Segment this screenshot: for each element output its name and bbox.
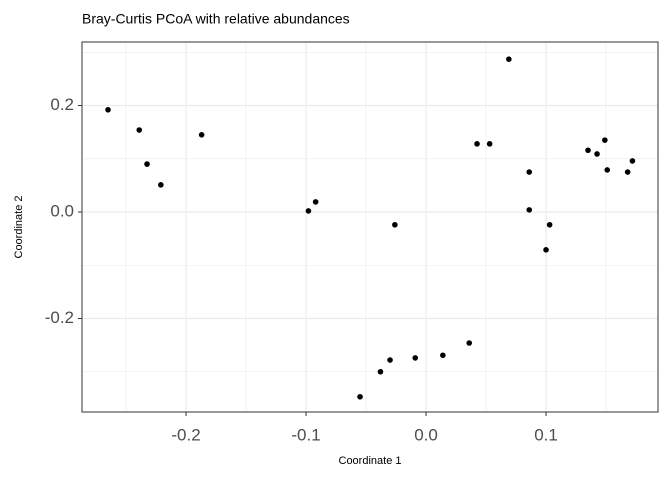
point bbox=[624, 169, 631, 175]
point bbox=[357, 393, 363, 400]
point bbox=[440, 352, 446, 359]
point bbox=[474, 141, 480, 147]
point bbox=[602, 137, 608, 143]
point bbox=[543, 247, 549, 253]
point bbox=[392, 221, 398, 228]
point bbox=[526, 169, 533, 175]
point bbox=[526, 207, 533, 213]
y-tick-label: -0.2 bbox=[45, 308, 74, 327]
point bbox=[136, 127, 143, 133]
point bbox=[546, 221, 553, 228]
point bbox=[377, 368, 384, 375]
y-tick-label: 0.0 bbox=[50, 201, 74, 220]
point bbox=[594, 151, 600, 157]
x-tick-label: -0.2 bbox=[171, 425, 200, 444]
x-axis-label: Coordinate 1 bbox=[339, 455, 402, 467]
point bbox=[198, 132, 205, 138]
point bbox=[604, 167, 611, 173]
point bbox=[105, 106, 111, 113]
point bbox=[585, 147, 591, 154]
point bbox=[158, 182, 164, 188]
point bbox=[486, 141, 493, 147]
point bbox=[629, 158, 636, 164]
y-tick-label: 0.2 bbox=[50, 95, 74, 114]
x-tick-label: 0.0 bbox=[414, 425, 438, 444]
point bbox=[144, 161, 150, 167]
plot-background bbox=[82, 42, 658, 412]
point bbox=[506, 56, 512, 62]
x-tick-label: 0.1 bbox=[534, 425, 558, 444]
point bbox=[412, 355, 419, 361]
point bbox=[387, 357, 393, 363]
point bbox=[312, 199, 319, 205]
plot-border bbox=[81, 41, 659, 413]
y-axis-label: Coordinate 2 bbox=[13, 196, 25, 259]
x-tick-label: -0.1 bbox=[291, 425, 320, 444]
point bbox=[305, 208, 312, 214]
point bbox=[466, 340, 473, 346]
chart-title: Bray-Curtis PCoA with relative abundance… bbox=[82, 11, 350, 27]
